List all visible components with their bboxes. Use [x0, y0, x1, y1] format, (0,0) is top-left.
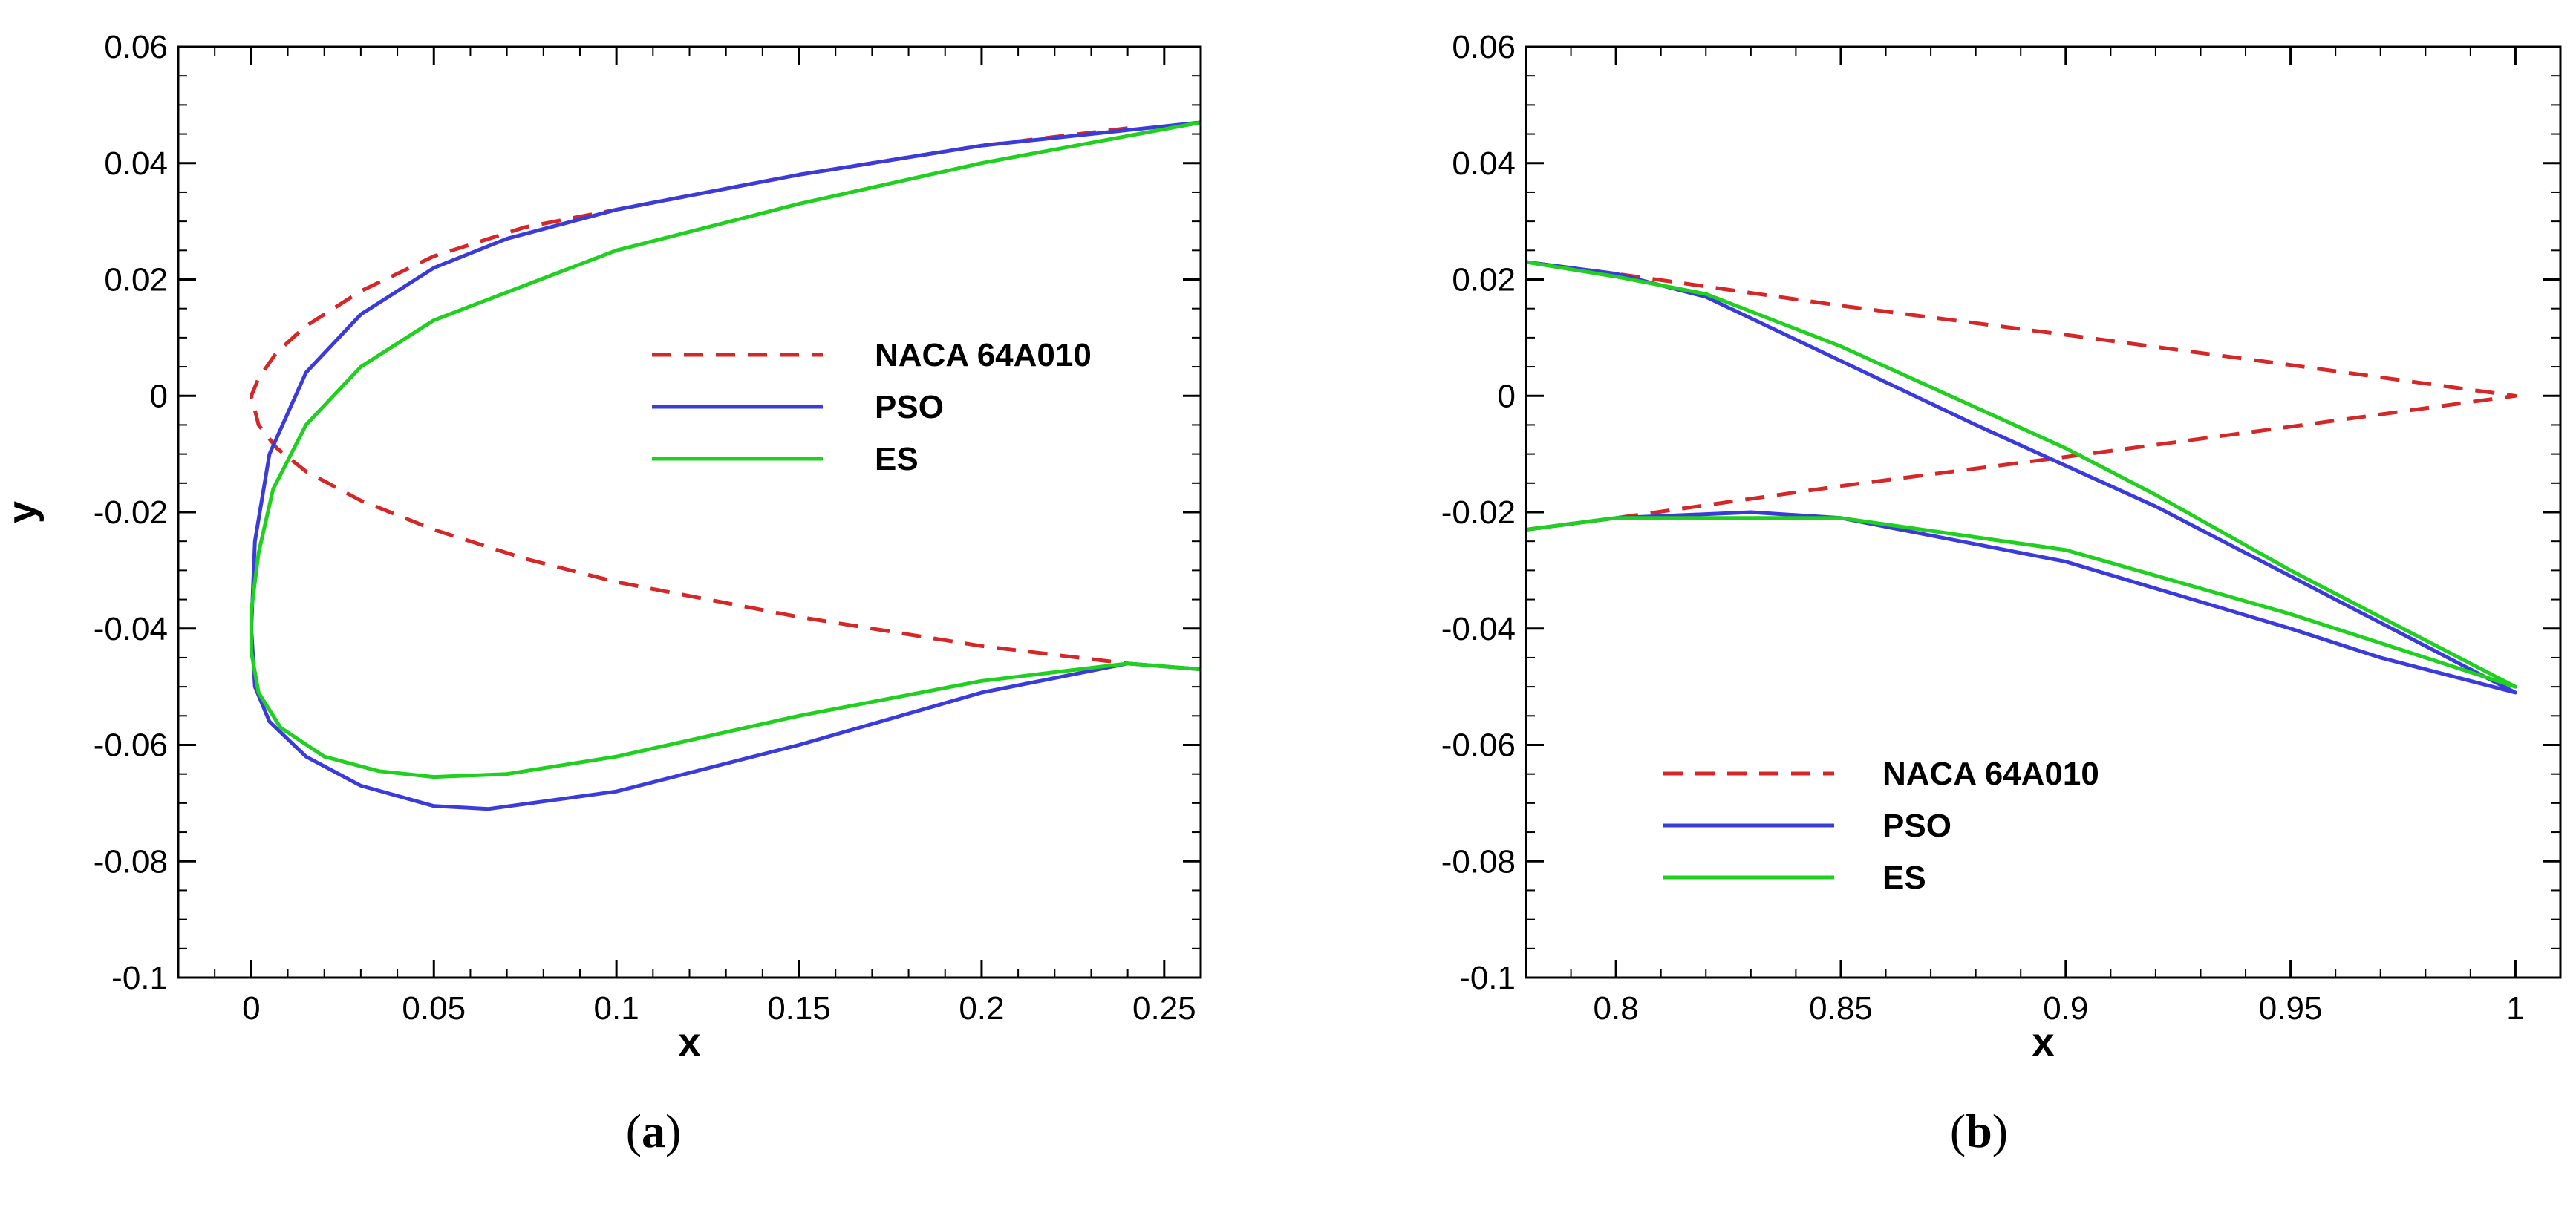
x-tick-label: 0.95 — [2259, 990, 2323, 1027]
legend-label: ES — [875, 441, 919, 477]
series-group — [1526, 260, 2517, 695]
x-tick-label: 1 — [2506, 990, 2524, 1027]
series-line-es — [249, 120, 1201, 779]
panel-label: (a) — [626, 1105, 682, 1157]
y-tick-label: -0.04 — [94, 611, 168, 647]
x-tick-label: 0.15 — [767, 990, 831, 1027]
x-tick-label: 0.2 — [959, 990, 1004, 1027]
y-tick-label: 0.02 — [1452, 262, 1516, 298]
x-tick-label: 0.05 — [402, 990, 466, 1027]
legend: NACA 64A010 PSO ES — [1663, 756, 2099, 896]
y-tick-label: -0.02 — [1441, 494, 1516, 531]
x-axis-title: x — [678, 1020, 700, 1065]
legend-label: NACA 64A010 — [875, 337, 1092, 373]
series-line-naca-64a010 — [1526, 260, 2517, 532]
legend: NACA 64A010 PSO ES — [652, 337, 1092, 477]
series-line-naca-64a010 — [249, 126, 1128, 666]
panel-b: 0.8 0.85 0.9 0.95 1 -0.1 -0.08 -0.06 -0.04 -0.02 0… — [1441, 29, 2562, 1157]
y-tick-label: -0.08 — [1441, 843, 1516, 880]
legend-label: ES — [1882, 860, 1926, 896]
legend-label: NACA 64A010 — [1882, 756, 2099, 792]
y-tick-label: -0.08 — [94, 843, 168, 880]
y-tick-label: 0.04 — [104, 145, 168, 182]
x-tick-label: 0 — [242, 990, 260, 1027]
y-tick-label: 0.06 — [1452, 29, 1516, 65]
y-tick-label: -0.1 — [111, 960, 168, 996]
panel-a: 0 0.05 0.1 0.15 0.2 0.25 -0.1 -0.08 -0.06 -0.04 -0… — [0, 29, 1202, 1157]
x-axis-title: x — [2032, 1020, 2054, 1065]
y-tick-label: 0 — [150, 378, 168, 414]
series-line-es — [1526, 260, 2517, 689]
y-tick-label: 0.04 — [1452, 145, 1516, 182]
y-tick-label: -0.02 — [94, 494, 168, 531]
x-tick-label: 0.85 — [1809, 990, 1873, 1027]
series-line-pso — [1526, 260, 2517, 695]
x-tick-label: 0.8 — [1594, 990, 1639, 1027]
x-tick-label: 0.1 — [594, 990, 639, 1027]
y-tick-label: 0.06 — [104, 29, 168, 65]
x-tick-label: 0.25 — [1132, 990, 1196, 1027]
legend-label: PSO — [1882, 808, 1951, 844]
series-line-pso — [249, 120, 1201, 811]
panel-label: (b) — [1950, 1105, 2008, 1157]
y-tick-label: -0.1 — [1459, 960, 1516, 996]
legend-label: PSO — [875, 389, 944, 425]
y-tick-label: -0.06 — [1441, 727, 1516, 764]
y-tick-label: 0.02 — [104, 262, 168, 298]
y-axis-title: y — [0, 501, 45, 523]
x-tick-label: 0.9 — [2043, 990, 2088, 1027]
plot-frame — [177, 45, 1202, 979]
y-tick-label: -0.06 — [94, 727, 168, 764]
series-group — [249, 120, 1201, 811]
y-tick-label: -0.04 — [1441, 611, 1516, 647]
plot-frame — [1525, 45, 2562, 979]
y-tick-label: 0 — [1498, 378, 1516, 414]
